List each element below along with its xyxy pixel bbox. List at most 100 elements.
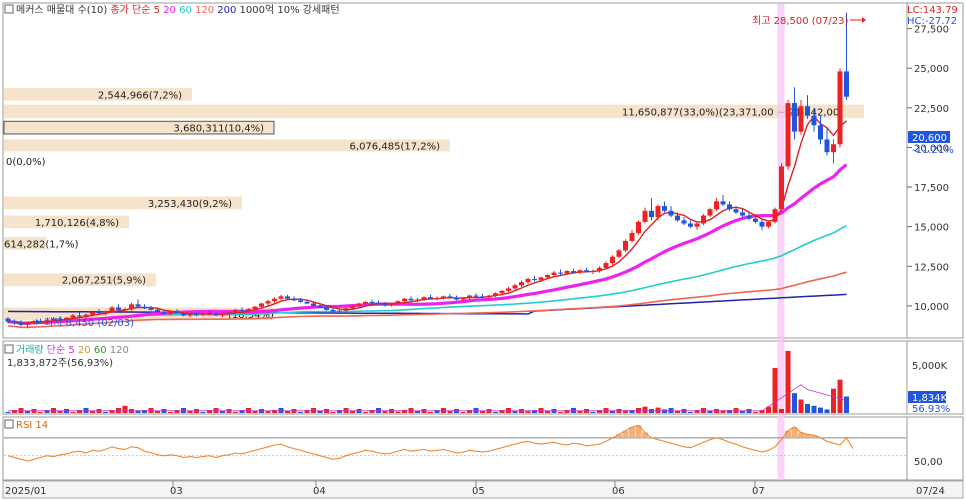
candle-body	[655, 206, 661, 218]
candle-body	[642, 210, 648, 222]
volume-bar-small	[707, 411, 713, 413]
candle-body	[694, 223, 700, 227]
candle-body	[519, 282, 524, 286]
candle-body	[792, 103, 797, 132]
volume-bar-small	[415, 411, 420, 413]
price-y-tick: 12,500	[914, 262, 949, 273]
candle-body	[675, 215, 680, 221]
candle-body	[733, 209, 739, 213]
candle-body	[259, 303, 264, 307]
candle-body	[473, 295, 479, 297]
candle-body	[285, 296, 290, 299]
candle-body	[785, 103, 791, 167]
volume-bar-small	[207, 410, 212, 413]
volume-bar-small	[460, 412, 466, 413]
candle-body	[577, 270, 583, 273]
volume-bar-small	[675, 411, 680, 413]
volume-bar-small	[44, 410, 50, 413]
price-legend-text: 메커스 매물대 수(10) 종가 단순 5 20 60 120 200 1000…	[16, 4, 340, 16]
candle-body	[5, 318, 11, 322]
candle-body	[545, 274, 550, 278]
current-volume: 1,834K	[912, 393, 948, 404]
volume-bar-small	[532, 410, 537, 413]
candle-body	[720, 201, 726, 205]
candle-body	[337, 310, 342, 312]
volume-bar-small	[590, 412, 596, 413]
candle-body	[571, 271, 576, 273]
candle-body	[805, 106, 810, 116]
rsi-layer	[4, 424, 906, 462]
legend-item: 20	[160, 5, 176, 16]
candle-body	[376, 302, 381, 305]
volume-bar-small	[168, 412, 173, 413]
candle-body	[304, 301, 310, 304]
volume-bar-small	[512, 411, 518, 413]
candle-body	[408, 298, 414, 301]
candle-body	[324, 307, 329, 310]
volume-bar-small	[493, 412, 498, 413]
candle-body	[90, 312, 95, 315]
volume-bar-small	[200, 412, 206, 413]
candle-body	[12, 321, 17, 323]
volume-bar-small	[369, 410, 375, 413]
candle-body	[779, 166, 784, 210]
volume-bar-small	[330, 412, 336, 413]
volume-profile-label: 0(0,0%)	[6, 157, 46, 168]
candle-body	[551, 272, 557, 275]
candle-body	[486, 295, 492, 298]
volume-y-tick: 5,000K	[912, 361, 948, 372]
volume-profile-band	[4, 121, 274, 134]
legend-item: 메커스 매물대 수(10)	[16, 4, 107, 16]
candle-body	[116, 307, 121, 310]
candle-body	[759, 221, 765, 227]
legend-item: 종가 단순	[107, 4, 150, 16]
ma120-line	[7, 271, 847, 329]
volume-bar	[681, 410, 687, 413]
candle-body	[415, 299, 420, 301]
price-legend: 메커스 매물대 수(10) 종가 단순 5 20 60 120 200 1000…	[4, 4, 340, 16]
candle-body	[460, 297, 466, 300]
candle-body	[272, 298, 277, 302]
candle-body	[207, 313, 212, 315]
volume-bar-small	[759, 410, 765, 413]
candle-body	[499, 290, 505, 294]
legend-checkbox-icon[interactable]	[4, 4, 14, 14]
candle-body	[623, 240, 628, 251]
candle-body	[772, 209, 778, 222]
legend-item: 120	[192, 5, 214, 16]
rsi-line	[7, 424, 854, 462]
candle-body	[161, 312, 167, 314]
candle-body	[811, 115, 817, 126]
volume-profile-band	[4, 88, 192, 101]
current-volume-box	[908, 391, 946, 403]
lc-label: LC:143.79	[907, 5, 958, 16]
volume-profile-band	[4, 273, 156, 287]
volume-profile-band	[4, 104, 864, 119]
volume-bar-small	[753, 412, 758, 413]
low-arrow-head-icon	[36, 319, 40, 325]
volume-bar-small	[688, 412, 693, 413]
legend-checkbox-icon[interactable]	[4, 344, 14, 354]
rsi-panel	[2, 416, 908, 481]
candle-body	[239, 309, 245, 311]
legend-item: 60	[91, 345, 107, 356]
candle-body	[350, 305, 355, 309]
candle-body	[278, 296, 284, 299]
current-price: 20,600	[912, 133, 947, 144]
price-y-tick: 27,500	[914, 25, 949, 36]
candle-body	[226, 312, 232, 314]
x-label-07: 07	[752, 486, 765, 497]
candle-body	[662, 206, 667, 211]
price-axis-area	[906, 2, 964, 339]
candle-body	[200, 313, 206, 315]
rsi-legend: RSI 14	[4, 419, 48, 431]
candle-body	[701, 215, 706, 224]
legend-checkbox-icon[interactable]	[4, 419, 14, 429]
candle-body	[389, 303, 394, 306]
volume-bar	[831, 388, 836, 413]
candle-body	[629, 233, 635, 241]
volume-bar-small	[109, 410, 115, 413]
candle-body	[194, 313, 199, 315]
volume-profile-label: 614,282(1,7%)	[4, 239, 79, 250]
